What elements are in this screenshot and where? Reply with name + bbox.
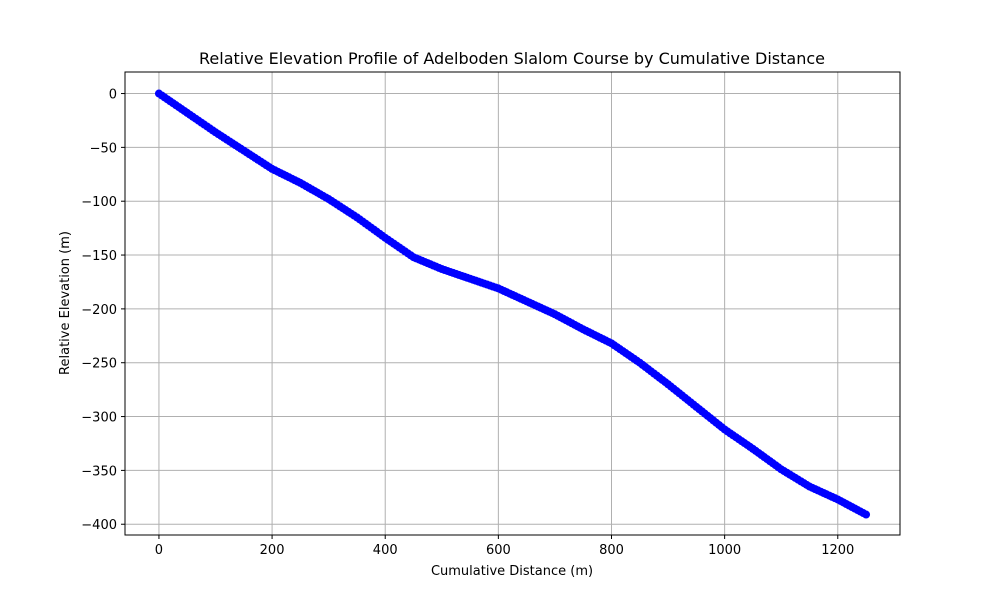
series-elevation <box>154 89 871 519</box>
y-tick-label-5: −250 <box>81 357 117 372</box>
x-tick-label-5: 1000 <box>708 543 741 558</box>
y-tick-label-3: −150 <box>81 249 117 264</box>
y-tick-label-2: −100 <box>81 195 117 210</box>
y-tick-label-0: 0 <box>109 88 117 103</box>
x-tick-label-3: 600 <box>486 543 511 558</box>
x-axis-label: Cumulative Distance (m) <box>431 564 593 579</box>
y-axis-label: Relative Elevation (m) <box>58 231 73 375</box>
x-tick-label-4: 800 <box>599 543 624 558</box>
y-tick-label-6: −300 <box>81 411 117 426</box>
y-tick-label-7: −350 <box>81 464 117 479</box>
axis-ticks: 0 200 400 600 800 1000 1200 0 −50 −100 −150 −200 −25… <box>81 88 854 558</box>
chart-title: Relative Elevation Profile of Adelboden … <box>199 49 825 68</box>
y-tick-label-4: −200 <box>81 303 117 318</box>
plot-frame <box>124 71 901 536</box>
x-tick-label-1: 200 <box>260 543 285 558</box>
x-tick-label-2: 400 <box>373 543 398 558</box>
data-point-250 <box>862 510 871 519</box>
y-tick-label-8: −400 <box>81 518 117 533</box>
grid-lines <box>125 72 900 535</box>
y-tick-label-1: −50 <box>90 141 117 156</box>
x-tick-label-6: 1200 <box>821 543 854 558</box>
x-tick-label-0: 0 <box>155 543 163 558</box>
